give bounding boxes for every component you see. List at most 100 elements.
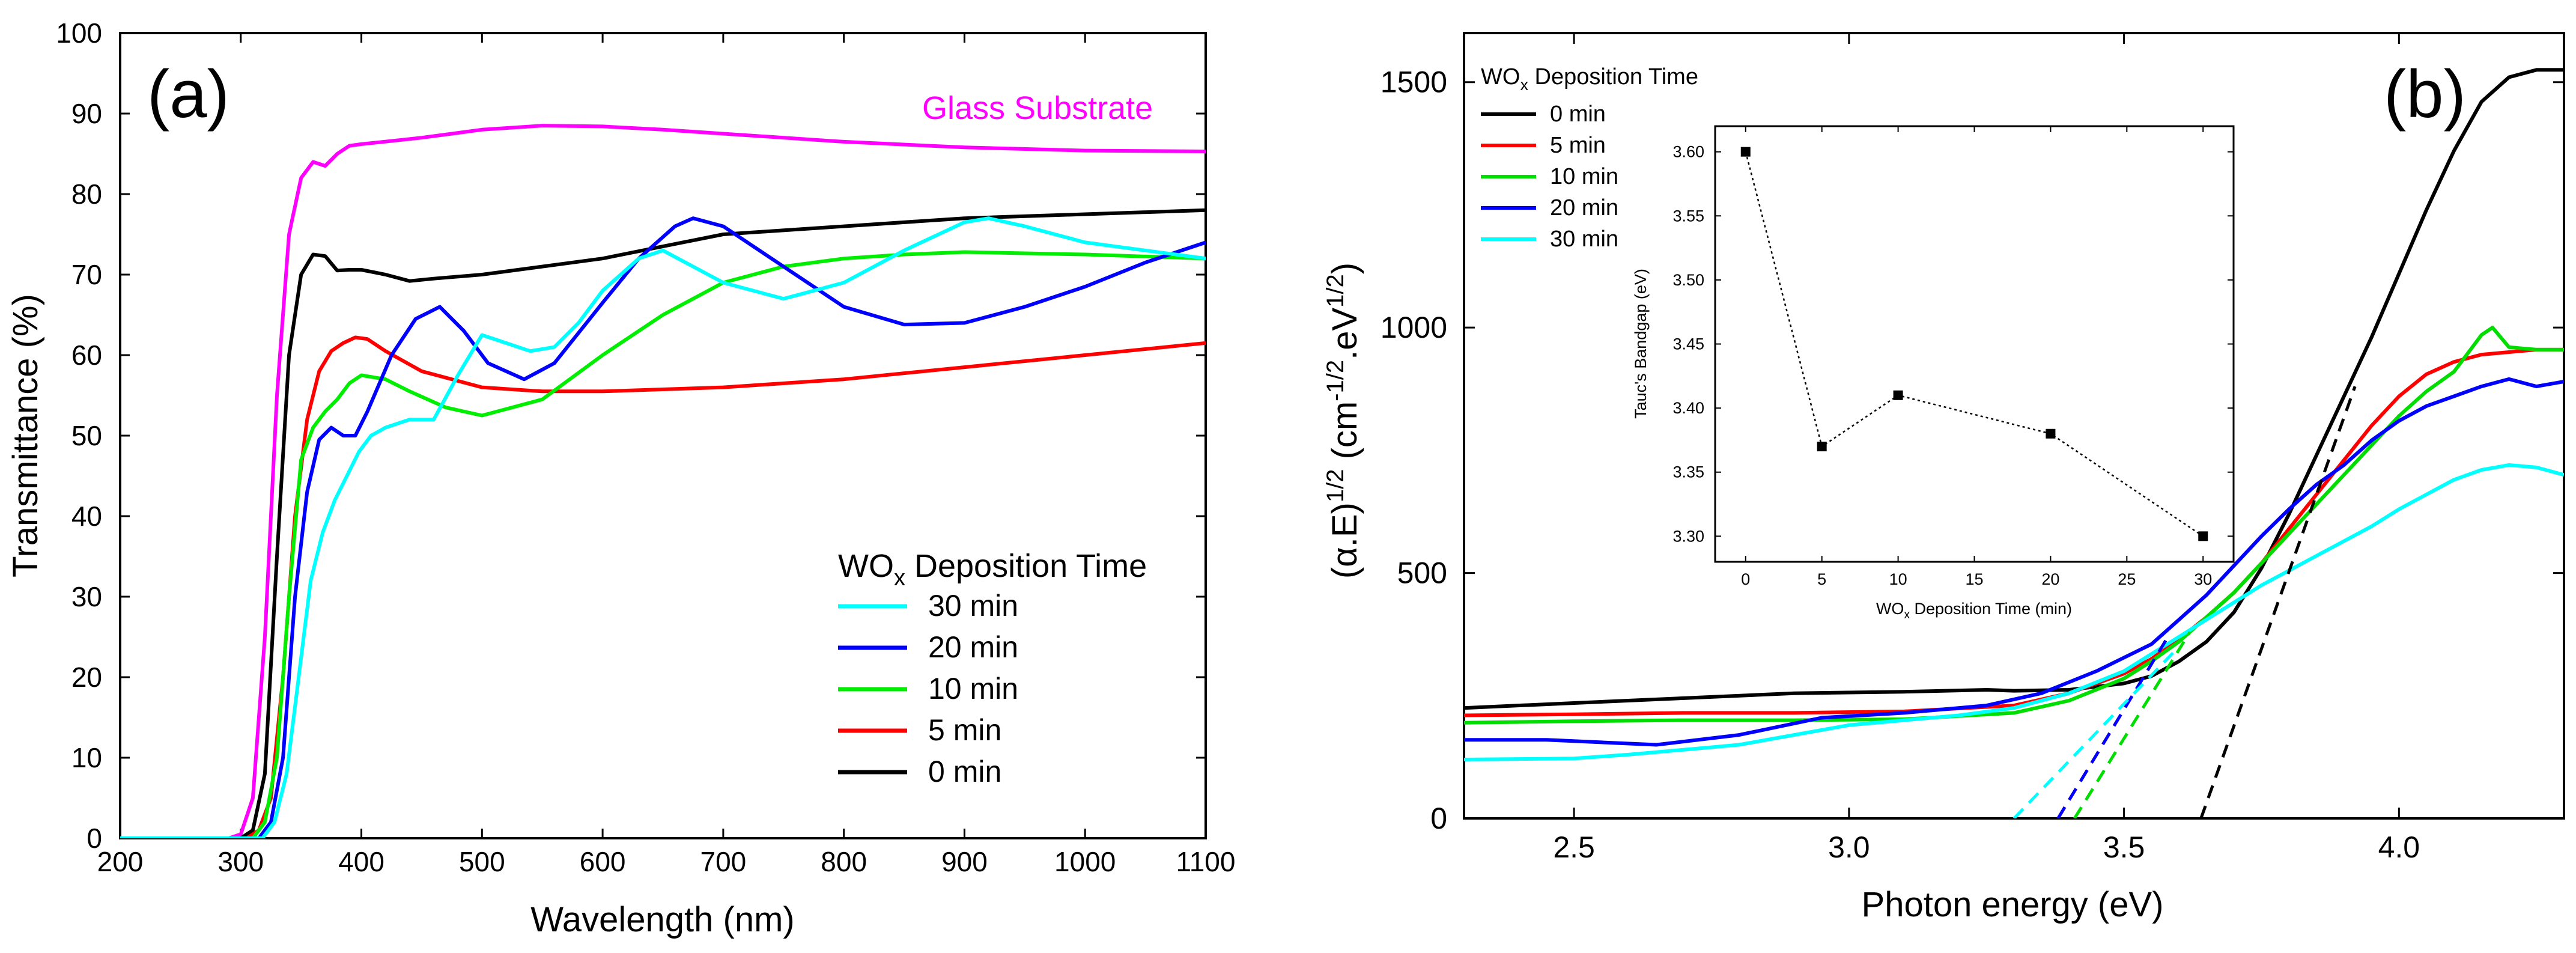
panel-a-legend-entry-30-min: 30 min (838, 589, 1018, 623)
panel-a-legend-entry-0-min: 0 min (838, 755, 1001, 788)
inset-y-tick-label: 3.55 (1672, 207, 1704, 225)
panel-b-x-tick-label: 2.5 (1553, 830, 1595, 864)
panel-a-legend-entry-10-min: 10 min (838, 672, 1018, 705)
panel-b-series-30-min (1464, 463, 2564, 761)
panel-b-legend-label: 20 min (1550, 195, 1618, 221)
panel-b-y-ticks: 0 500 1000 1500 (1381, 65, 2564, 835)
inset-x-tick-label: 30 (2194, 570, 2212, 588)
panel-a-x-tick-label: 500 (459, 846, 505, 877)
panel-b-legend-title-main: WO (1481, 64, 1520, 90)
panel-b-legend-label: 10 min (1550, 164, 1618, 189)
panel-a-x-tick-label: 800 (821, 846, 867, 877)
panel-b-x-tick-label: 4.0 (2378, 830, 2420, 864)
panel-a-x-tick-label: 600 (580, 846, 626, 877)
panel-b-tangent-30-min-fit (2012, 645, 2180, 818)
panel-b-y-label-main: (α.E) (1325, 502, 1364, 579)
inset-x-axis-label: WOx Deposition Time (min) (1876, 600, 2072, 621)
panel-a-y-tick-label: 10 (71, 742, 102, 773)
panel-b-y-label-unit-mid: .eV (1325, 307, 1364, 359)
inset-x-label-main: WO (1876, 600, 1904, 618)
panel-a-legend-label: 30 min (928, 589, 1018, 623)
panel-a-x-tick-label: 200 (97, 846, 144, 877)
panel-a-x-tick-label: 900 (941, 846, 988, 877)
panel-b-series (1464, 68, 2564, 818)
panel-b-legend-label: 30 min (1550, 227, 1618, 252)
panel-a-x-tick-label: 400 (338, 846, 384, 877)
panel-b-y-label-unit-close: ) (1325, 263, 1364, 274)
inset-data-point (1893, 390, 1903, 400)
panel-b-tangent-10-min-fit (2073, 631, 2192, 818)
panel-a-y-tick-label: 30 (71, 581, 102, 612)
panel-a-y-tick-label: 20 (71, 662, 102, 693)
panel-a-legend-label: 20 min (928, 630, 1018, 664)
panel-b-y-tick-label: 0 (1430, 802, 1447, 835)
inset-x-tick-label: 10 (1889, 570, 1907, 588)
inset-x-tick-label: 0 (1741, 570, 1750, 588)
panel-b-y-label-unit-open: (cm (1325, 401, 1364, 469)
panel-a-legend: 30 min 20 min 10 min 5 min 0 min (838, 589, 1018, 788)
panel-a: 200 300 400 500 600 700 800 900 1000 1100 0 10 20 30… (6, 17, 1235, 939)
panel-a-x-tick-label: 1000 (1054, 846, 1116, 877)
inset-y-tick-label: 3.45 (1672, 335, 1704, 353)
panel-b-tangent-20-min-fit (2056, 636, 2169, 818)
panel-b-x-axis-label: Photon energy (eV) (1862, 885, 2164, 924)
panel-a-y-axis-label: Transmittance (%) (6, 294, 45, 577)
panel-b-x-ticks: 2.5 3.0 3.5 4.0 (1553, 33, 2420, 864)
panel-a-legend-entry-20-min: 20 min (838, 630, 1018, 664)
panel-a-legend-entry-5-min: 5 min (838, 713, 1001, 747)
panel-a-label: (a) (147, 56, 229, 132)
panel-a-y-tick-label: 70 (71, 259, 102, 290)
panel-b-legend-entry-30-min: 30 min (1481, 227, 1618, 252)
inset-y-tick-label: 3.60 (1672, 143, 1704, 161)
inset-x-tick-label: 25 (2118, 570, 2136, 588)
panel-b-y-axis-label: (α.E)1/2 (cm-1/2.eV1/2) (1322, 263, 1364, 579)
panel-b-series-20-min (1464, 377, 2564, 747)
panel-b-y-label-exp3: 1/2 (1322, 274, 1349, 308)
inset-y-tick-label: 3.40 (1672, 399, 1704, 417)
panel-b-legend-title-rest: Deposition Time (1528, 64, 1698, 90)
inset-data-point (1817, 442, 1827, 452)
inset-y-axis-label: Tauc's Bandgap (eV) (1632, 269, 1650, 419)
panel-b-legend: 0 min 5 min 10 min 20 min 30 min (1481, 102, 1618, 252)
panel-a-y-tick-label: 90 (71, 98, 102, 129)
panel-b-x-tick-label: 3.0 (1828, 830, 1870, 864)
inset-x-ticks: 0 5 10 15 20 25 30 (1741, 126, 2212, 588)
bandgap-inset: 0 5 10 15 20 25 30 3.30 3.35 3.40 3.45 3.50 3.55 3.6… (1632, 125, 2235, 621)
inset-y-tick-label: 3.50 (1672, 271, 1704, 289)
inset-y-tick-label: 3.35 (1672, 463, 1704, 481)
panel-a-legend-title-main: WO (838, 548, 894, 584)
panel-b-y-tick-label: 1000 (1381, 311, 1447, 344)
inset-frame (1714, 125, 2235, 563)
panel-a-y-ticks: 0 10 20 30 40 50 60 70 80 90 100 (56, 17, 1206, 854)
panel-a-series-glass-substrate (120, 124, 1206, 838)
panel-a-series-0-min (120, 208, 1206, 838)
inset-x-label-sub: x (1904, 609, 1910, 621)
inset-x-tick-label: 15 (1965, 570, 1983, 588)
panel-b-legend-label: 0 min (1550, 102, 1606, 127)
inset-marks (1740, 147, 2208, 541)
panel-b-y-tick-label: 500 (1397, 556, 1447, 590)
panel-b-y-tick-label: 1500 (1381, 65, 1447, 99)
panel-b: 2.5 3.0 3.5 4.0 0 500 1000 1500 (b) Photon ene… (1322, 32, 2565, 924)
inset-data-point (2046, 428, 2056, 439)
panel-a-legend-title-sub: x (894, 565, 905, 591)
panel-a-y-tick-label: 60 (71, 339, 102, 371)
panel-b-x-tick-label: 3.5 (2103, 830, 2145, 864)
panel-a-y-tick-label: 0 (87, 823, 102, 854)
panel-a-legend-label: 5 min (928, 713, 1001, 747)
panel-b-legend-title: WOx Deposition Time (1481, 64, 1698, 94)
panel-a-legend-label: 10 min (928, 672, 1018, 705)
panel-b-legend-title-sub: x (1520, 76, 1528, 94)
panel-a-series-10-min (120, 250, 1206, 838)
panel-b-legend-entry-5-min: 5 min (1481, 133, 1606, 158)
inset-y-ticks: 3.30 3.35 3.40 3.45 3.50 3.55 3.60 (1672, 143, 2234, 545)
panel-a-series-20-min (120, 216, 1206, 838)
panel-a-x-tick-label: 700 (700, 846, 747, 877)
panel-a-x-tick-label: 300 (217, 846, 264, 877)
panel-a-series-30-min (120, 216, 1206, 838)
panel-a-x-tick-label: 1100 (1176, 846, 1236, 877)
panel-b-legend-entry-0-min: 0 min (1481, 102, 1606, 127)
panel-a-y-tick-label: 100 (56, 17, 102, 49)
panel-b-legend-entry-10-min: 10 min (1481, 164, 1618, 189)
inset-data-point (2198, 531, 2208, 541)
